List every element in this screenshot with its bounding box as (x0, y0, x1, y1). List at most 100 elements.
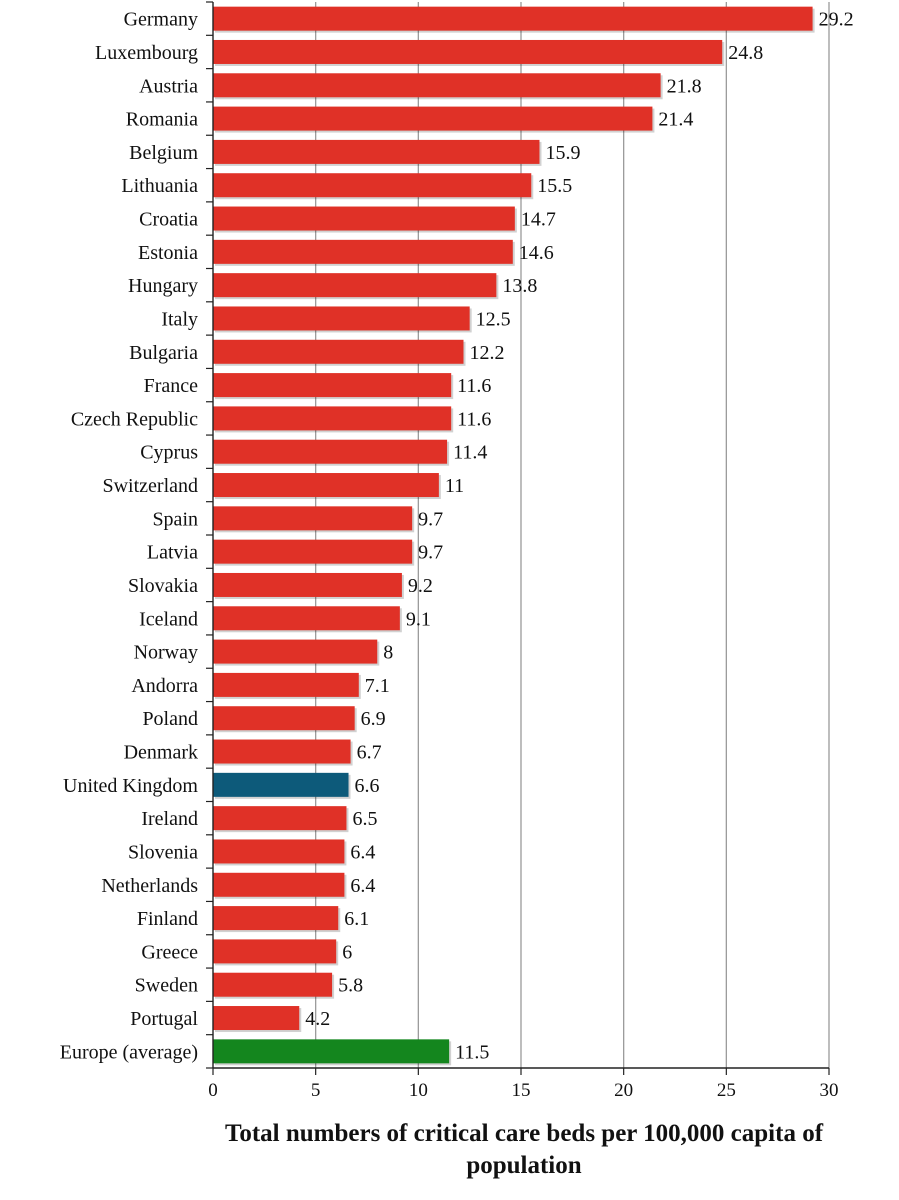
value-label: 14.6 (519, 242, 554, 264)
bar (213, 906, 339, 931)
category-label: Cyprus (140, 442, 198, 464)
bar (213, 39, 723, 64)
bar (213, 939, 337, 964)
x-tick-label: 15 (512, 1080, 531, 1101)
value-label: 6.6 (355, 775, 380, 797)
category-label: Spain (152, 508, 198, 530)
value-label: 9.7 (418, 508, 443, 530)
bar (213, 706, 355, 731)
bar (213, 339, 464, 364)
x-tick-label: 30 (820, 1080, 839, 1101)
value-label: 6 (342, 941, 352, 963)
bar (213, 1039, 450, 1064)
x-tick-label: 25 (717, 1080, 736, 1101)
bar (213, 506, 413, 531)
bar (213, 539, 413, 564)
x-tick-label: 5 (311, 1080, 321, 1101)
bar (213, 872, 345, 897)
category-label: Czech Republic (71, 408, 198, 430)
category-label: Italy (161, 308, 198, 330)
x-tick-label: 10 (409, 1080, 428, 1101)
value-label: 9.2 (408, 575, 433, 597)
category-label: Romania (126, 109, 198, 131)
bar (213, 439, 448, 464)
bar (213, 606, 400, 631)
bar (213, 739, 351, 764)
category-label: Finland (137, 908, 198, 930)
category-label: Andorra (131, 675, 198, 697)
value-label: 13.8 (502, 275, 537, 297)
value-label: 7.1 (365, 675, 390, 697)
bar (213, 672, 359, 697)
category-label: Belgium (129, 142, 198, 164)
category-label: Croatia (139, 209, 198, 231)
category-label: Latvia (147, 542, 198, 564)
category-label: Poland (142, 708, 198, 730)
value-label: 5.8 (338, 975, 363, 997)
bar (213, 806, 347, 831)
value-label: 6.7 (357, 742, 382, 764)
bar (213, 473, 439, 498)
bar (213, 206, 515, 231)
bar (213, 306, 470, 331)
category-label: Estonia (138, 242, 198, 264)
value-label: 11.6 (457, 408, 491, 430)
category-label: Europe (average) (60, 1041, 198, 1063)
category-label: Netherlands (101, 875, 198, 897)
value-label: 11.6 (457, 375, 491, 397)
category-label: Ireland (141, 808, 198, 830)
value-label: 24.8 (728, 42, 763, 64)
category-label: United Kingdom (63, 775, 198, 797)
bar (213, 572, 402, 597)
value-label: 12.5 (476, 308, 511, 330)
category-label: Portugal (130, 1008, 198, 1030)
category-label: France (144, 375, 199, 397)
bar (213, 839, 345, 864)
bar (213, 73, 661, 98)
value-label: 6.1 (344, 908, 369, 930)
category-label: Austria (139, 75, 198, 97)
category-label: Slovakia (128, 575, 198, 597)
bar (213, 373, 452, 398)
value-label: 4.2 (305, 1008, 330, 1030)
value-label: 9.1 (406, 608, 431, 630)
value-label: 6.9 (361, 708, 386, 730)
value-label: 12.2 (470, 342, 505, 364)
bar (213, 173, 532, 198)
category-label: Greece (141, 941, 198, 963)
value-label: 21.4 (658, 109, 693, 131)
category-label: Denmark (124, 742, 198, 764)
value-label: 6.5 (352, 808, 377, 830)
bar (213, 772, 349, 797)
bar (213, 273, 497, 298)
value-label: 6.4 (350, 841, 375, 863)
bar (213, 6, 813, 31)
value-label: 6.4 (350, 875, 375, 897)
bar (213, 972, 333, 997)
value-label: 21.8 (667, 75, 702, 97)
value-label: 14.7 (521, 209, 556, 231)
value-label: 15.5 (537, 175, 572, 197)
category-label: Switzerland (102, 475, 198, 497)
value-label: 11 (445, 475, 464, 497)
category-label: Luxembourg (95, 42, 198, 64)
value-label: 15.9 (545, 142, 580, 164)
x-tick-label: 0 (208, 1080, 218, 1101)
bar (213, 139, 540, 164)
bar (213, 1006, 300, 1031)
x-axis-title-line-2: population (466, 1152, 581, 1179)
bar (213, 239, 513, 264)
x-axis-title-line-1: Total numbers of critical care beds per … (225, 1120, 824, 1147)
value-label: 8 (383, 642, 393, 664)
bars (213, 6, 815, 1066)
category-label: Germany (124, 9, 198, 31)
value-label: 11.4 (453, 442, 487, 464)
value-label: 11.5 (455, 1041, 489, 1063)
bar (213, 639, 378, 664)
category-label: Bulgaria (129, 342, 198, 364)
labels: 0 5 10 15 20 25 30 Germany 29.2 Luxembourg 24.8 Aus… (60, 9, 854, 1101)
category-label: Iceland (139, 608, 198, 630)
category-label: Norway (134, 642, 198, 664)
category-label: Lithuania (121, 175, 198, 197)
